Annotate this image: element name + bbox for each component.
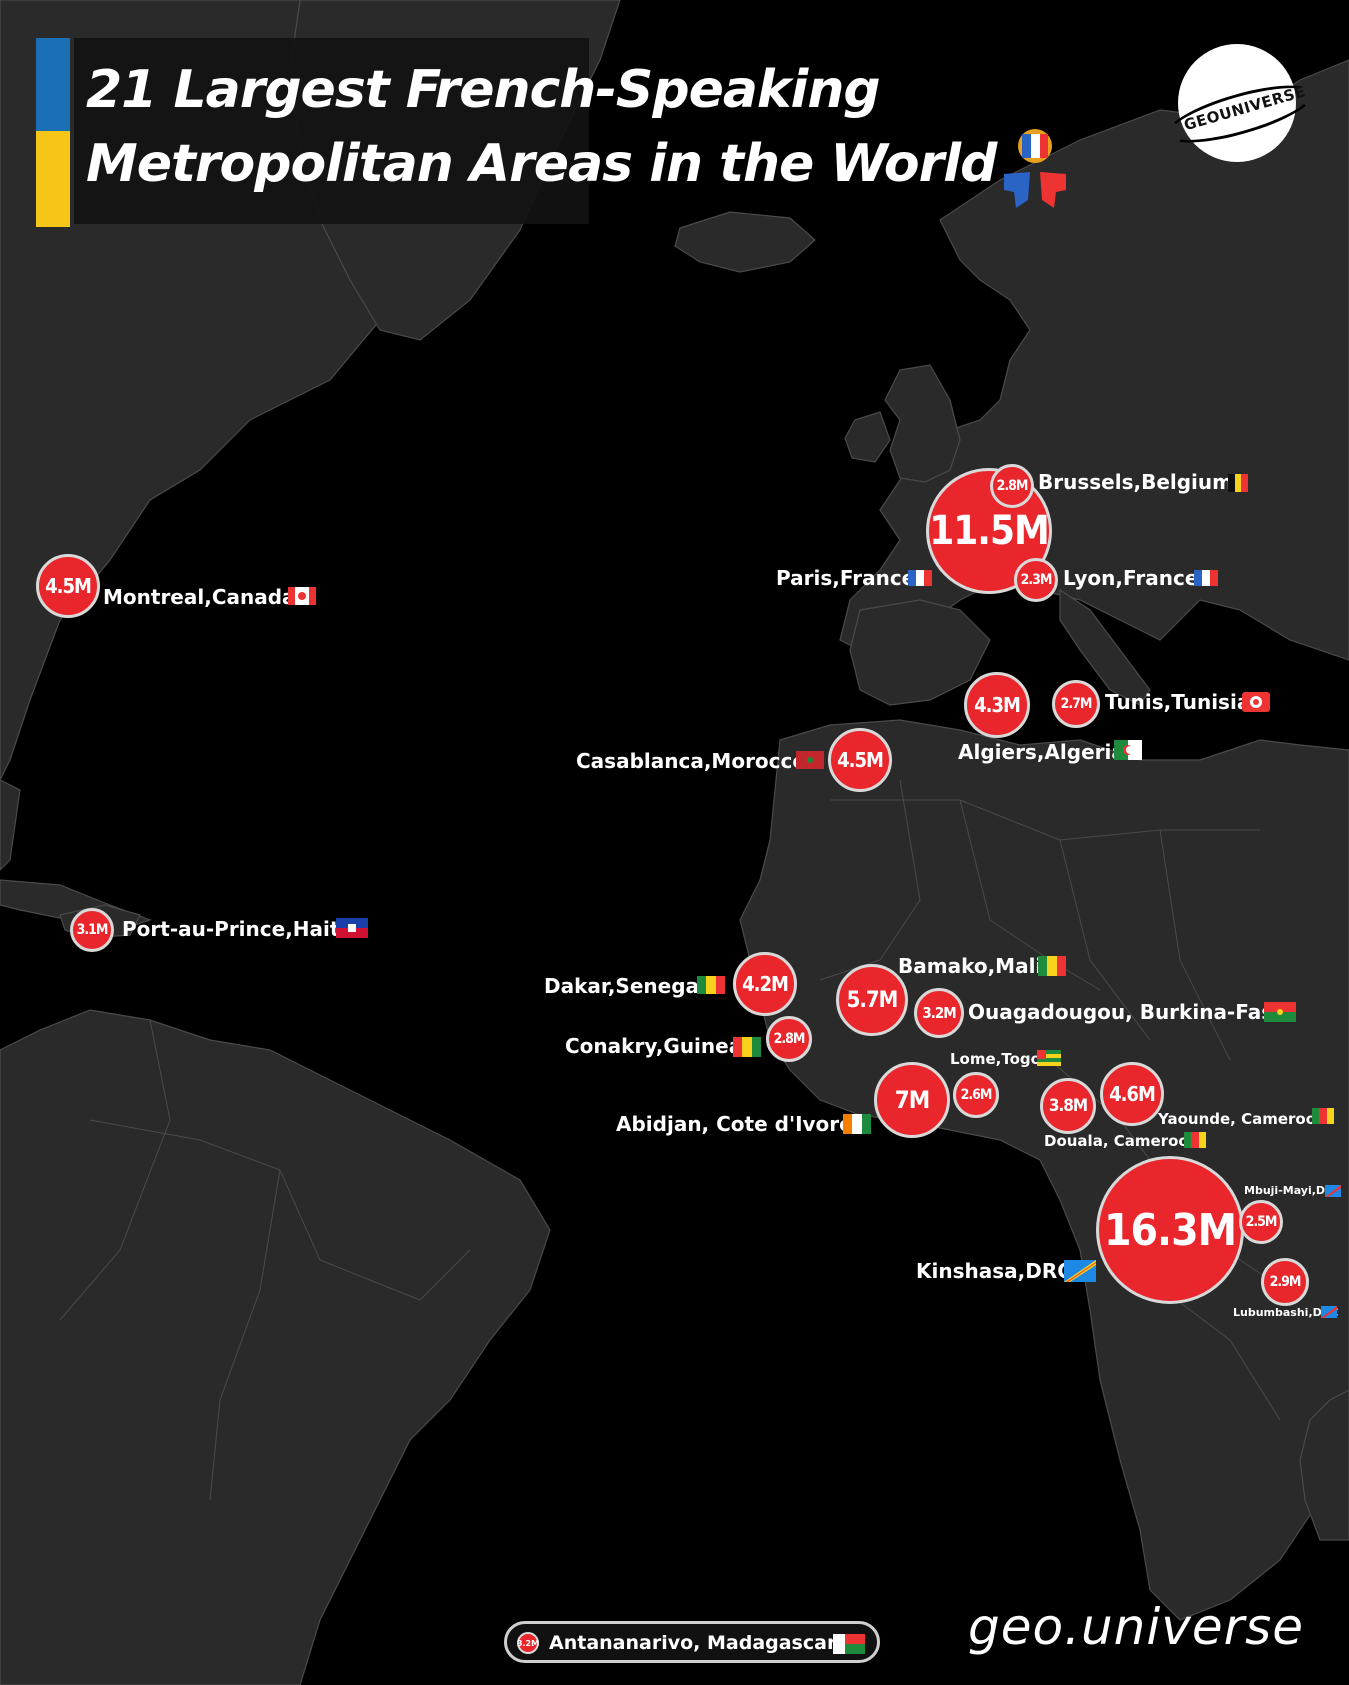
city-bubble-montreal: 4.5M xyxy=(36,554,100,618)
france-flag-icon xyxy=(1194,570,1218,586)
guinea-flag-icon xyxy=(733,1037,761,1057)
madagascar-landmass xyxy=(1299,1389,1349,1541)
city-bubble-port-au-prince: 3.1M xyxy=(70,908,114,952)
city-label-tunis: Tunis,Tunisia xyxy=(1105,690,1251,714)
city-bubble-ouagadougou: 3.2M xyxy=(914,988,964,1038)
city-bubble-lyon: 2.3M xyxy=(1014,558,1058,602)
ireland-landmass xyxy=(844,411,891,463)
drc-flag-icon xyxy=(1321,1306,1337,1318)
ivory-coast-flag-icon xyxy=(843,1114,871,1134)
city-bubble-mbuji-mayi: 2.5M xyxy=(1239,1200,1283,1244)
city-label-ouagadougou: Ouagadougou, Burkina-Faso xyxy=(968,1000,1287,1024)
city-label-conakry: Conakry,Guinea xyxy=(565,1034,743,1058)
italy-landmass xyxy=(1059,588,1151,706)
title-accent-blue xyxy=(36,38,70,131)
city-label-algiers: Algiers,Algeria xyxy=(958,740,1125,764)
south-america-landmass xyxy=(0,1009,551,1685)
cameroon-flag-icon xyxy=(1312,1108,1334,1124)
city-bubble-brussels: 2.8M xyxy=(990,464,1034,508)
city-bubble-abidjan: 7M xyxy=(874,1062,950,1138)
central-america-landmass xyxy=(0,779,21,871)
togo-flag-icon xyxy=(1037,1050,1061,1066)
title-accent-yellow xyxy=(36,131,70,227)
city-bubble-kinshasa: 16.3M xyxy=(1096,1156,1244,1304)
city-label-casablanca: Casablanca,Morocco xyxy=(576,749,807,773)
legend-antananarivo: 3.2M Antananarivo, Madagascar xyxy=(504,1621,880,1663)
city-bubble-yaounde: 4.6M xyxy=(1100,1062,1164,1126)
city-bubble-lome: 2.6M xyxy=(953,1072,999,1118)
title-line-2: Metropolitan Areas in the World xyxy=(86,134,997,194)
watermark: geo.universe xyxy=(968,1598,1304,1656)
legend-label: Antananarivo, Madagascar xyxy=(549,1632,837,1654)
legend-bubble: 3.2M xyxy=(517,1632,539,1654)
city-bubble-lubumbashi: 2.9M xyxy=(1261,1258,1309,1306)
iceland-landmass xyxy=(674,211,816,273)
city-bubble-conakry: 2.8M xyxy=(766,1016,812,1062)
city-bubble-bamako: 5.7M xyxy=(836,964,908,1036)
algeria-flag-icon xyxy=(1114,740,1142,760)
city-label-brussels: Brussels,Belgium xyxy=(1038,470,1233,494)
city-label-lyon: Lyon,France xyxy=(1063,566,1199,590)
cameroon-flag-icon xyxy=(1184,1132,1206,1148)
drc-flag-icon xyxy=(1064,1260,1096,1282)
burkina-faso-flag-icon xyxy=(1264,1002,1296,1022)
mali-flag-icon xyxy=(1038,956,1066,976)
city-label-lome: Lome,Togo xyxy=(950,1050,1041,1068)
title-line-1: 21 Largest French-Speaking xyxy=(86,60,881,120)
city-bubble-algiers: 4.3M xyxy=(964,672,1030,738)
belgium-flag-icon xyxy=(1228,474,1248,492)
city-bubble-tunis: 2.7M xyxy=(1052,680,1100,728)
city-bubble-casablanca: 4.5M xyxy=(828,728,892,792)
senegal-flag-icon xyxy=(697,976,725,994)
city-label-port-au-prince: Port-au-Prince,Haiti xyxy=(122,917,347,941)
title-backdrop xyxy=(74,38,589,224)
drc-flag-icon xyxy=(1325,1185,1341,1197)
city-label-kinshasa: Kinshasa,DRC xyxy=(916,1259,1072,1283)
geouniverse-logo: GEOUNIVERSE xyxy=(1161,44,1319,162)
africa-landmass xyxy=(739,719,1349,1621)
city-label-abidjan: Abidjan, Cote d'Ivore xyxy=(616,1112,853,1136)
city-label-montreal: Montreal,Canada xyxy=(103,585,296,609)
france-pin-icon xyxy=(1004,129,1066,208)
city-bubble-dakar: 4.2M xyxy=(733,952,797,1016)
madagascar-flag-icon xyxy=(833,1634,865,1654)
city-label-bamako: Bamako,Mali xyxy=(898,954,1043,978)
morocco-flag-icon xyxy=(796,751,824,769)
canada-flag-icon xyxy=(288,587,316,605)
city-label-lubumbashi: Lubumbashi,DRC xyxy=(1233,1306,1339,1319)
britain-landmass xyxy=(884,364,961,483)
city-label-yaounde: Yaounde, Cameroon xyxy=(1158,1110,1327,1128)
city-label-paris: Paris,France xyxy=(776,566,916,590)
tunisia-flag-icon xyxy=(1242,692,1270,712)
city-bubble-douala: 3.8M xyxy=(1040,1078,1096,1134)
city-label-mbuji-mayi: Mbuji-Mayi,DRC xyxy=(1244,1184,1342,1197)
city-label-douala: Douala, Cameroon xyxy=(1044,1132,1200,1150)
france-flag-icon xyxy=(908,570,932,586)
haiti-flag-icon xyxy=(336,918,368,938)
city-label-dakar: Dakar,Senegal xyxy=(544,974,706,998)
iberia-landmass xyxy=(849,599,991,706)
